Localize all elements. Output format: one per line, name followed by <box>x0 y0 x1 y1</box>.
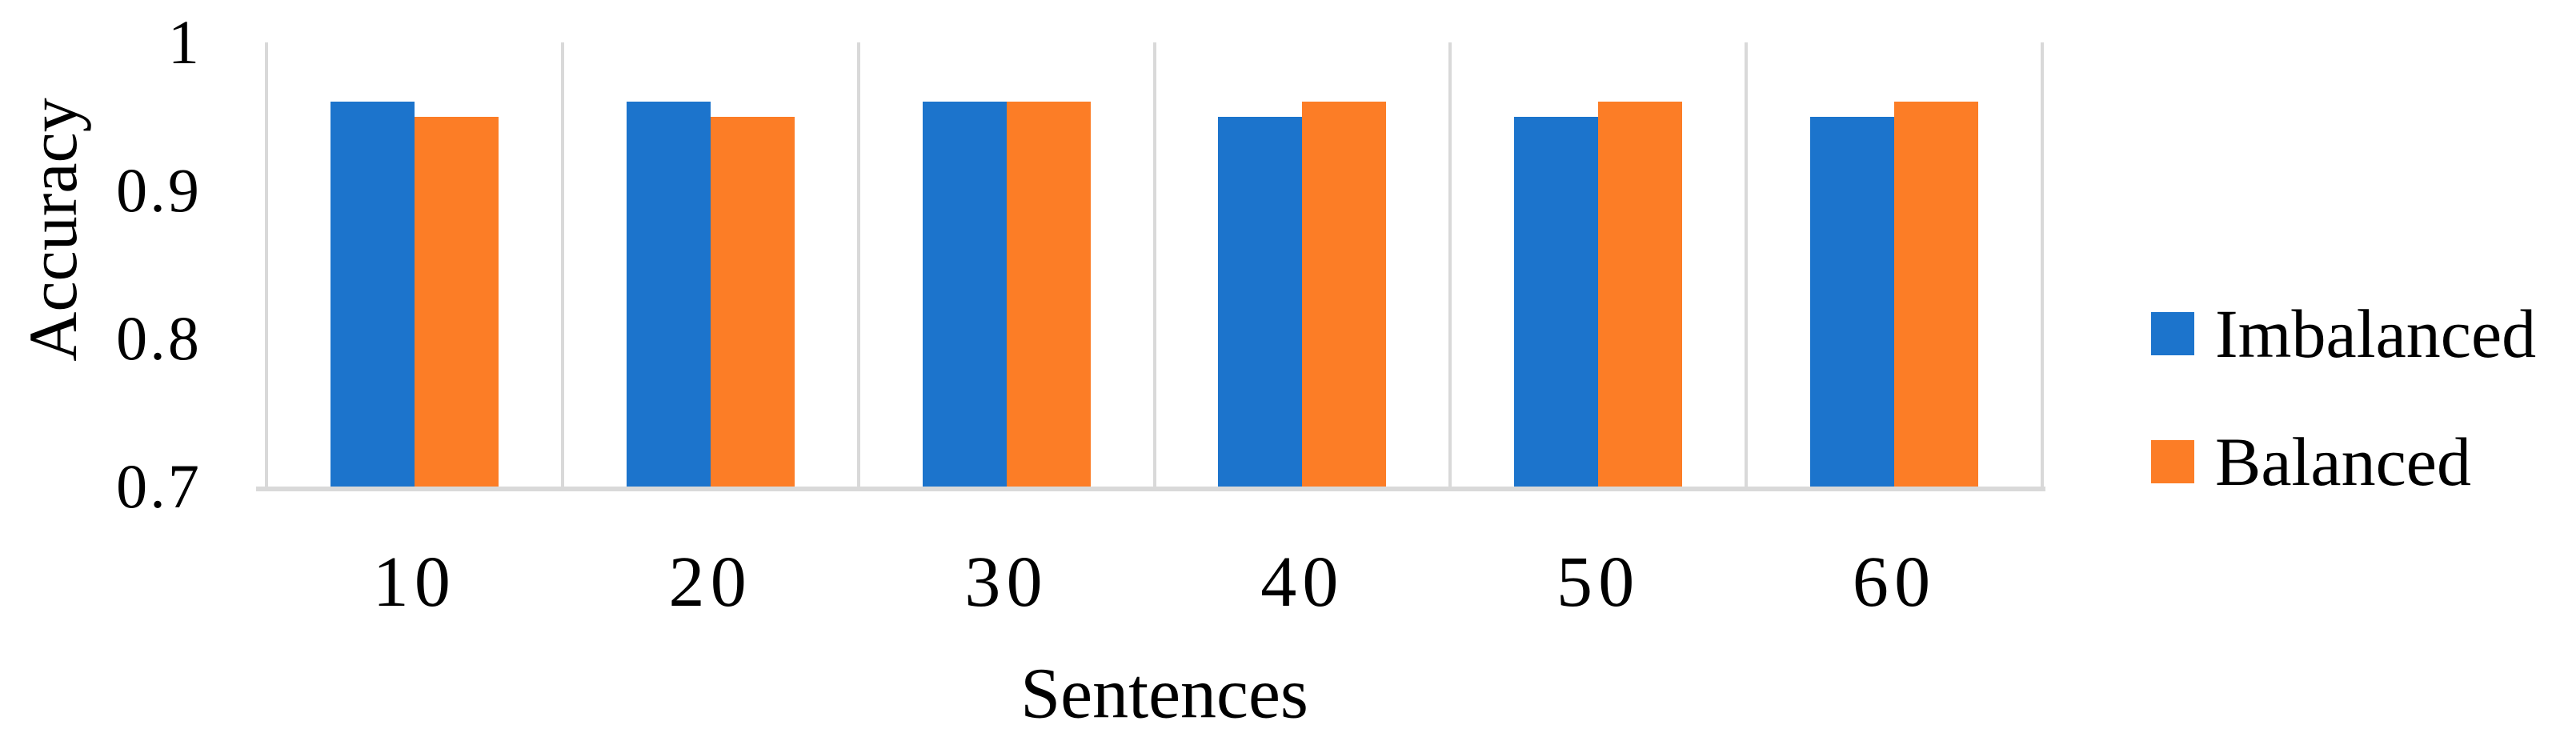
vertical-gridline <box>560 42 564 487</box>
vertical-gridline <box>2041 42 2044 487</box>
y-tick-label: 0.8 <box>116 303 202 373</box>
legend-swatch-balanced <box>2151 440 2194 483</box>
legend-entry-imbalanced: Imbalanced <box>2151 290 2536 377</box>
x-tick-label: 50 <box>1556 543 1641 622</box>
bar-imbalanced-30 <box>922 102 1007 487</box>
bar-imbalanced-40 <box>1218 116 1303 487</box>
x-tick-label: 30 <box>964 543 1048 622</box>
bar-imbalanced-20 <box>626 102 711 487</box>
y-tick-label: 0.7 <box>116 451 202 521</box>
y-tick-label: 1 <box>167 7 202 77</box>
bar-balanced-50 <box>1598 102 1683 487</box>
bar-balanced-60 <box>1894 102 1979 487</box>
vertical-gridline <box>1152 42 1156 487</box>
bar-balanced-10 <box>414 116 499 487</box>
vertical-gridline <box>1745 42 1749 487</box>
x-axis-title: Sentences <box>1020 654 1308 734</box>
bar-balanced-30 <box>1006 102 1091 487</box>
legend-label-balanced: Balanced <box>2215 423 2471 500</box>
bar-imbalanced-60 <box>1810 116 1895 487</box>
x-tick-label: 60 <box>1852 543 1937 622</box>
vertical-gridline <box>265 42 268 487</box>
legend-entry-balanced: Balanced <box>2151 419 2536 505</box>
legend-label-imbalanced: Imbalanced <box>2215 295 2537 372</box>
x-tick-label: 20 <box>668 543 752 622</box>
bar-imbalanced-10 <box>330 102 415 487</box>
legend-swatch-imbalanced <box>2151 312 2194 355</box>
bar-imbalanced-50 <box>1514 116 1599 487</box>
x-tick-label: 40 <box>1260 543 1344 622</box>
y-tick-label: 0.9 <box>116 155 202 225</box>
bar-balanced-20 <box>710 116 795 487</box>
x-axis-line <box>256 487 2045 491</box>
vertical-gridline <box>1448 42 1452 487</box>
bar-balanced-40 <box>1302 102 1387 487</box>
vertical-gridline <box>856 42 860 487</box>
x-tick-label: 10 <box>372 543 457 622</box>
legend: Imbalanced Balanced <box>2151 290 2536 547</box>
